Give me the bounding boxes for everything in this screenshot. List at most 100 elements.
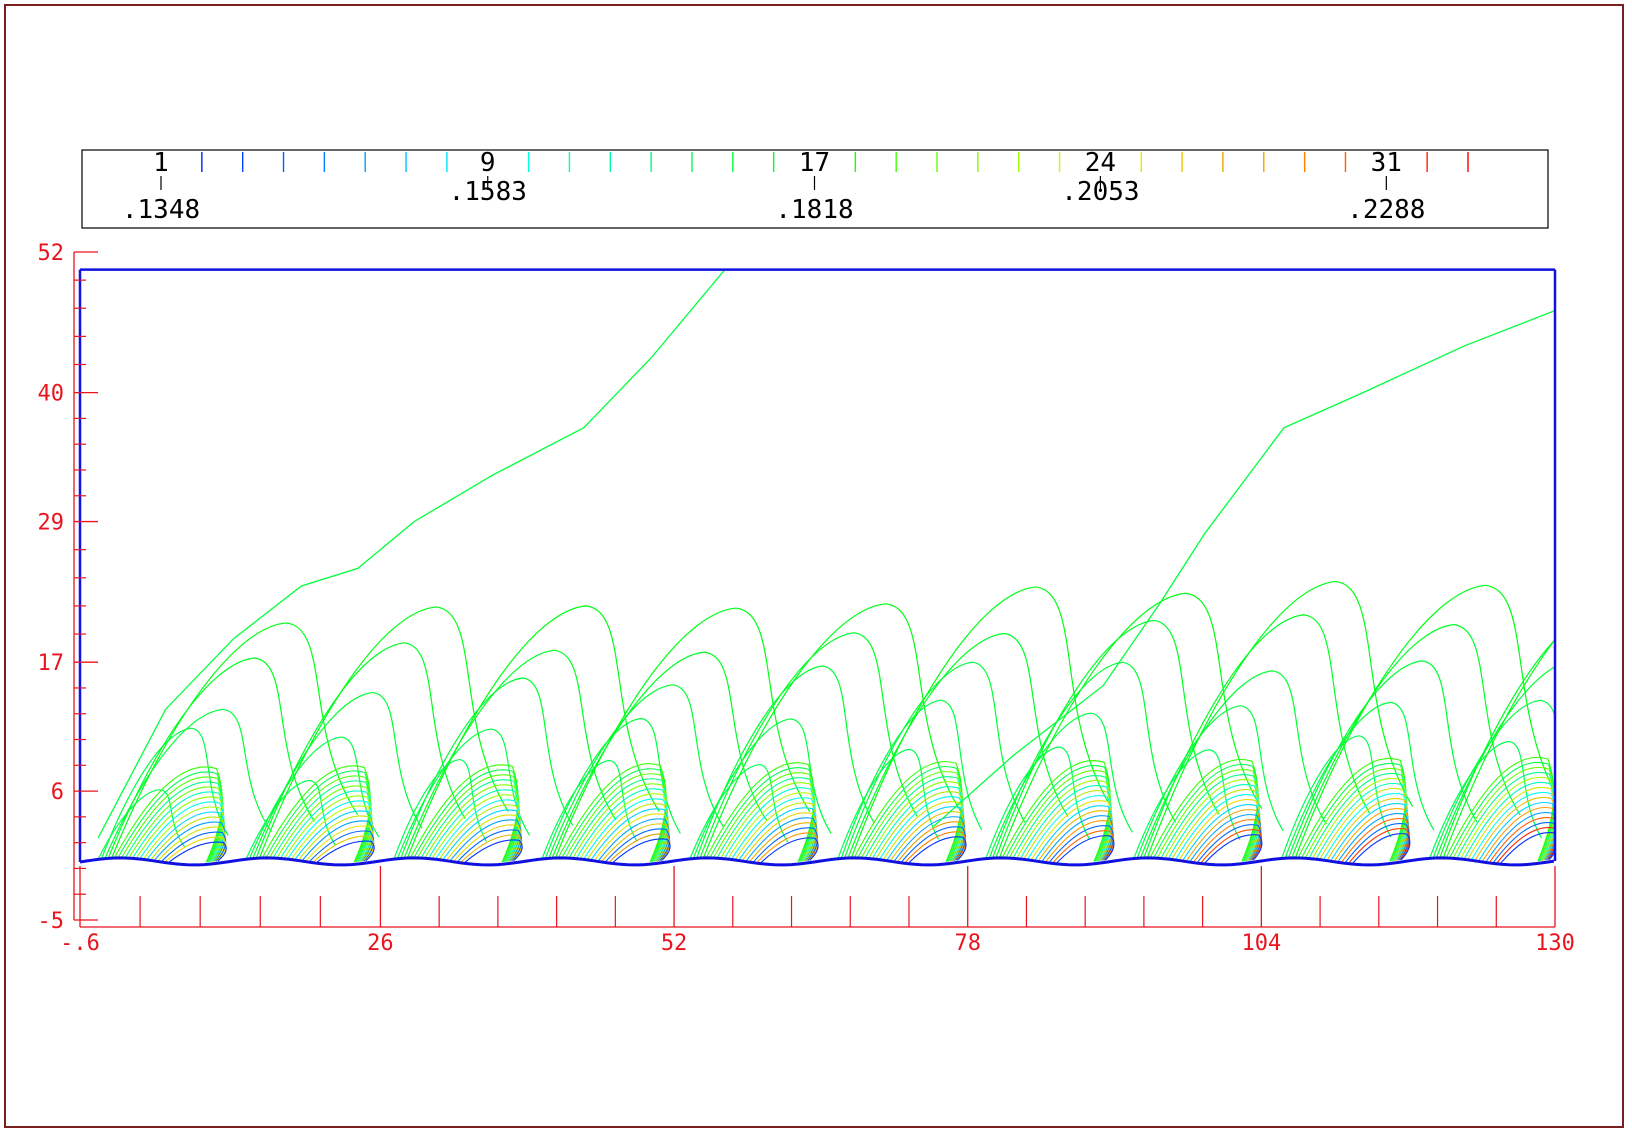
contour-line	[580, 793, 669, 862]
contour-line	[464, 839, 523, 863]
contour-line	[154, 821, 226, 862]
contour-line	[1049, 825, 1114, 863]
contour-line	[1453, 766, 1555, 862]
y-tick-label: 6	[51, 780, 64, 805]
contour-line	[1143, 614, 1370, 859]
contour-line	[1034, 805, 1113, 861]
contour-line	[1298, 758, 1407, 862]
contour-line	[302, 820, 374, 862]
contour-line	[875, 791, 965, 862]
contour-line	[720, 782, 816, 862]
contour-line	[569, 778, 668, 862]
contour-line	[746, 817, 818, 862]
contour-line	[461, 834, 523, 863]
y-tick-label: 29	[38, 511, 65, 536]
contour-line	[1020, 785, 1112, 862]
legend-level-value: .1348	[122, 195, 200, 225]
y-tick-label: 40	[38, 382, 65, 407]
contour-line	[428, 789, 520, 862]
contour-line	[883, 801, 965, 862]
contour-line	[97, 789, 186, 860]
contour-line	[548, 684, 724, 859]
contour-line	[857, 766, 963, 862]
contour-line	[424, 784, 520, 862]
contour-line	[1045, 820, 1114, 862]
contour-line	[1341, 818, 1410, 863]
contour-line	[1182, 804, 1261, 861]
contour-line	[609, 833, 671, 863]
contour-line	[998, 592, 1263, 859]
contour-line	[890, 811, 966, 861]
contour-line	[854, 761, 963, 862]
contour-line	[1471, 791, 1555, 861]
contour-line	[1153, 764, 1259, 862]
contour-lines	[97, 269, 1555, 864]
contour-line	[287, 800, 373, 862]
contour-line	[291, 805, 373, 862]
contour-line	[904, 831, 967, 863]
contour-line	[432, 794, 521, 862]
contour-line	[886, 806, 965, 862]
contour-line	[1475, 796, 1555, 861]
contour-line	[393, 758, 487, 860]
contour-line	[316, 840, 375, 863]
contour-line	[576, 788, 668, 862]
contour-line	[749, 822, 818, 862]
legend-level-number: 24	[1085, 148, 1116, 178]
contour-line	[897, 821, 966, 862]
contour-line	[728, 792, 817, 862]
contour-line	[561, 768, 667, 862]
contour-line	[850, 586, 1112, 859]
contour-line	[760, 837, 819, 863]
contour-line	[844, 661, 1026, 859]
contour-line	[908, 836, 967, 864]
color-legend: 1 .1348 9.1583 17 .1818 24.2053 31 .2288	[81, 148, 1549, 229]
contour-line	[1327, 798, 1409, 861]
contour-line	[1323, 793, 1409, 861]
legend-level-value: .2053	[1061, 177, 1139, 207]
contour-line	[1038, 810, 1114, 861]
contour-line	[1168, 784, 1260, 862]
legend-box	[81, 149, 1549, 229]
contour-line	[1204, 834, 1263, 864]
contour-line	[1002, 760, 1111, 862]
y-tick-label: 17	[38, 651, 65, 676]
contour-line	[1284, 701, 1435, 859]
contour-line	[313, 835, 375, 863]
contour-line	[865, 776, 964, 862]
x-tick-label: 130	[1535, 931, 1575, 956]
contour-line	[583, 798, 669, 862]
contour-line	[305, 825, 374, 862]
contour-line	[753, 827, 819, 862]
x-tick-label: 26	[367, 931, 394, 956]
contour-line	[551, 651, 768, 859]
contour-line	[689, 763, 789, 860]
legend-level-value: .1583	[449, 177, 527, 207]
y-tick-label: 52	[38, 241, 65, 266]
contour-line	[840, 699, 983, 859]
contour-line	[702, 603, 961, 859]
contour-line	[1305, 768, 1407, 862]
contour-line	[157, 826, 226, 862]
contour-line	[414, 769, 519, 863]
contour-line	[706, 762, 815, 862]
contour-line	[107, 657, 315, 859]
contour-line	[435, 799, 521, 862]
outer-contour-line	[97, 269, 726, 839]
contour-line	[439, 804, 521, 862]
contour-line	[406, 605, 660, 859]
contour-line	[572, 783, 668, 862]
contour-line	[1429, 740, 1542, 859]
contour-line	[1316, 783, 1408, 861]
contour-line	[1287, 660, 1478, 859]
contour-line	[1345, 823, 1410, 863]
legend-level-value: .1818	[775, 195, 853, 225]
contour-line	[1464, 782, 1555, 861]
contour-line	[150, 816, 226, 862]
contour-line	[1432, 699, 1555, 859]
contour-line	[1460, 777, 1555, 861]
contour-line	[143, 806, 225, 862]
contour-line	[259, 606, 509, 859]
contour-line	[1189, 814, 1262, 862]
contour-line	[991, 661, 1177, 859]
